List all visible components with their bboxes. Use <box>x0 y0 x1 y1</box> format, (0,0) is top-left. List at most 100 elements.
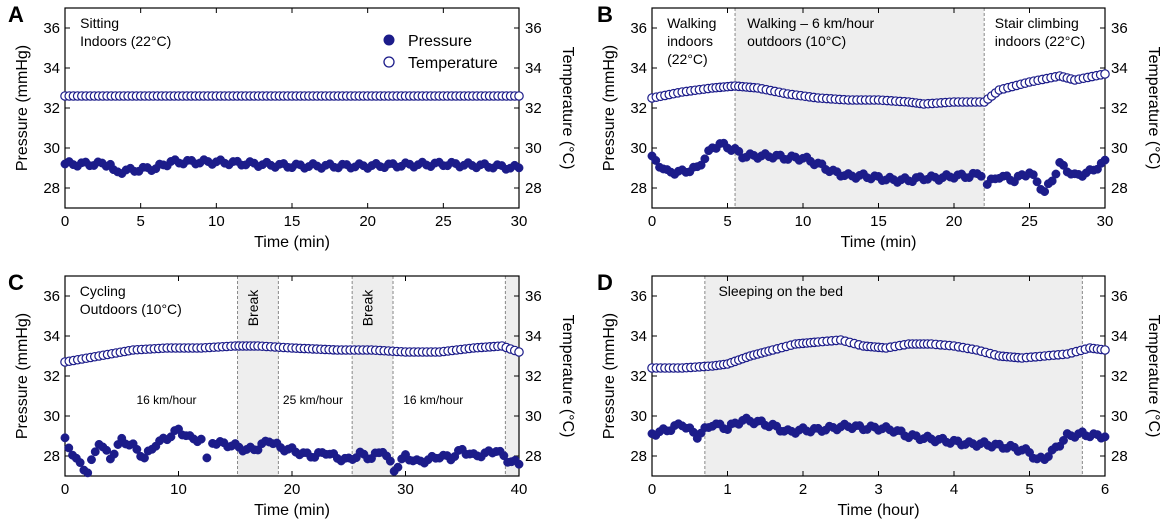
panel-a: 0 5 10 15 20 25 30 28 28 30 30 32 32 34 34 36 36 Time (mi… <box>8 2 576 251</box>
y-tick-label: 34 <box>43 60 60 77</box>
x-tick-label: 20 <box>284 481 301 498</box>
legend: Pressure Temperature <box>383 33 498 72</box>
temperature-point <box>514 91 524 101</box>
annotation: Walking – 6 km/hour <box>747 15 874 31</box>
series-temperature <box>647 69 1110 109</box>
x-tick-label: 10 <box>795 213 812 230</box>
panel-letter: B <box>597 2 613 27</box>
annotation: indoors <box>667 33 713 49</box>
annotation: indoors (22°C) <box>995 33 1085 49</box>
legend-pressure-label: Pressure <box>408 33 472 50</box>
y-tick-label: 32 <box>43 368 60 385</box>
x-tick-label: 15 <box>870 213 887 230</box>
y2-axis-label: Temperature (°C) <box>559 47 576 170</box>
pressure-point <box>1100 155 1110 165</box>
pressure-point <box>87 455 96 465</box>
x-tick-label: 25 <box>1021 213 1038 230</box>
x-tick-label: 6 <box>1101 481 1109 498</box>
y2-tick-label: 32 <box>525 368 542 385</box>
x-tick-label: 20 <box>359 213 376 230</box>
pressure-point <box>140 453 149 463</box>
legend-pressure-marker <box>383 34 395 46</box>
pressure-point <box>90 447 100 457</box>
pressure-point <box>393 462 403 472</box>
x-tick-label: 0 <box>648 213 656 230</box>
x-tick-label: 4 <box>950 481 958 498</box>
pressure-point <box>1043 452 1053 462</box>
y2-tick-label: 30 <box>1111 140 1128 157</box>
series-pressure <box>60 155 524 178</box>
x-tick-label: 25 <box>435 213 452 230</box>
y2-tick-label: 36 <box>1111 20 1128 37</box>
temperature-point <box>514 347 524 357</box>
pressure-point <box>1051 169 1061 179</box>
x-tick-label: 5 <box>136 213 144 230</box>
y2-tick-label: 32 <box>525 100 542 117</box>
x-tick-label: 10 <box>170 481 187 498</box>
panel-b: 0 5 10 15 20 25 30 28 28 30 30 32 32 34 34 36 36 Time (mi… <box>597 2 1160 251</box>
pressure-point <box>385 456 395 466</box>
x-tick-label: 30 <box>1097 213 1114 230</box>
y2-tick-label: 32 <box>1111 100 1128 117</box>
y-tick-label: 36 <box>630 288 647 305</box>
y2-tick-label: 34 <box>1111 60 1128 77</box>
pressure-point <box>514 459 524 469</box>
y-tick-label: 28 <box>630 448 647 465</box>
x-tick-label: 40 <box>511 481 528 498</box>
series-temperature <box>647 335 1110 373</box>
y-axis-label: Pressure (mmHg) <box>14 313 31 439</box>
break-label: Break <box>360 289 376 327</box>
pressure-point <box>75 458 85 468</box>
pressure-point <box>202 453 212 463</box>
annotation: 16 km/hour <box>403 393 463 407</box>
y2-tick-label: 28 <box>1111 448 1128 465</box>
annotation: Sitting <box>80 15 119 31</box>
y-tick-label: 32 <box>43 100 60 117</box>
y2-tick-label: 28 <box>525 448 542 465</box>
pressure-point <box>1059 160 1068 170</box>
pressure-point <box>64 443 74 453</box>
pressure-point <box>1059 436 1068 445</box>
series-temperature <box>60 341 524 367</box>
break-label: Break <box>245 289 261 327</box>
y2-tick-label: 28 <box>525 180 542 197</box>
annotation: Stair climbing <box>995 15 1079 31</box>
pressure-point <box>734 146 744 156</box>
pressure-point <box>1100 432 1110 442</box>
pressure-point <box>1032 177 1042 187</box>
y2-tick-label: 34 <box>1111 328 1128 345</box>
shaded-region <box>704 276 1083 476</box>
x-axis-label: Time (min) <box>254 502 330 519</box>
x-axis-label: Time (min) <box>254 234 330 251</box>
y2-tick-label: 32 <box>1111 368 1128 385</box>
pressure-point <box>514 163 524 173</box>
y-tick-label: 30 <box>630 140 647 157</box>
pressure-point <box>700 154 710 164</box>
x-tick-label: 0 <box>61 213 69 230</box>
y-axis-label: Pressure (mmHg) <box>14 45 31 171</box>
pressure-point <box>132 444 142 454</box>
y-tick-label: 28 <box>43 448 60 465</box>
series-pressure <box>60 424 524 478</box>
shaded-region <box>505 276 519 476</box>
y-tick-label: 36 <box>43 288 60 305</box>
y-tick-label: 32 <box>630 368 647 385</box>
pressure-point <box>1028 170 1038 180</box>
y-tick-label: 34 <box>630 328 647 345</box>
y2-tick-label: 30 <box>525 140 542 157</box>
series-pressure <box>647 138 1110 197</box>
x-axis-label: Time (hour) <box>837 502 919 519</box>
y2-axis-label: Temperature (°C) <box>559 315 576 438</box>
y-tick-label: 36 <box>43 20 60 37</box>
temperature-point <box>1100 345 1110 355</box>
pressure-point <box>976 171 986 181</box>
x-tick-label: 15 <box>284 213 301 230</box>
y2-tick-label: 34 <box>525 60 542 77</box>
series-temperature <box>60 91 524 101</box>
pressure-point <box>60 433 70 443</box>
x-axis-label: Time (min) <box>841 234 917 251</box>
shaded-region <box>352 276 394 476</box>
x-tick-label: 5 <box>1025 481 1033 498</box>
pressure-point <box>109 449 119 459</box>
